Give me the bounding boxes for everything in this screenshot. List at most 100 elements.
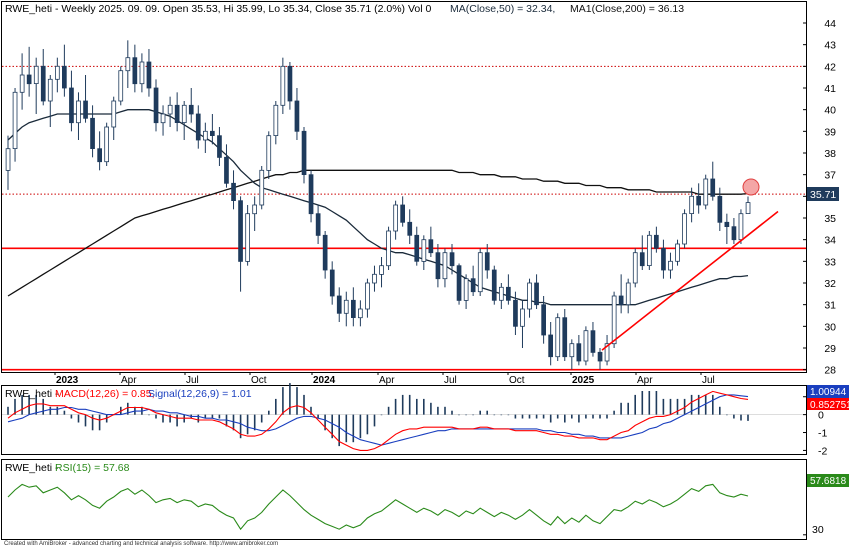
candle: [111, 96, 117, 140]
candle: [534, 274, 539, 309]
macd-histogram-bar: [712, 394, 714, 415]
uptrend-line: [601, 210, 779, 351]
candle-body: [386, 230, 391, 267]
macd-histogram-bar: [479, 410, 481, 415]
candle-body: [505, 286, 511, 301]
time-label: 2023: [56, 375, 79, 386]
candle-body: [400, 204, 406, 223]
candle: [745, 196, 751, 215]
macd-histogram-bar: [21, 394, 23, 415]
price-tick-label: 35: [824, 213, 836, 225]
candle: [379, 257, 384, 288]
macd-histogram-bar: [169, 414, 171, 423]
candle-body: [717, 195, 723, 223]
candle-body: [463, 278, 469, 301]
candle-body: [590, 330, 596, 353]
candle-body: [696, 195, 702, 206]
macd-histogram-bar: [7, 406, 9, 415]
candle-body: [639, 252, 645, 267]
candle: [456, 263, 462, 305]
candle-body: [449, 252, 455, 267]
macd-histogram-bar: [549, 414, 552, 423]
candle-body: [668, 260, 673, 271]
macd-histogram-bar: [56, 406, 59, 415]
macd-line: [7, 390, 749, 451]
candle: [555, 313, 561, 361]
price-axis: 4443424140393837363534333231302928: [803, 18, 836, 377]
candle: [625, 278, 631, 314]
candle: [146, 49, 152, 97]
candle-body: [576, 343, 582, 362]
macd-histogram-bar: [416, 398, 418, 415]
macd-histogram-bar: [423, 398, 425, 415]
time-label: Apr: [121, 375, 137, 386]
candle-body: [632, 252, 638, 284]
macd-histogram-bar: [42, 398, 44, 415]
candle: [527, 278, 532, 318]
candle-body: [146, 61, 152, 89]
candle: [569, 339, 575, 370]
candle: [90, 105, 95, 158]
candle-body: [47, 78, 53, 102]
signal-label: Signal(12,26,9) = 1.01: [148, 388, 252, 400]
candle: [372, 265, 377, 292]
candle: [139, 53, 145, 93]
macd-histogram-bar: [275, 398, 277, 415]
candle: [498, 283, 504, 309]
chart-title: RWE_heti - Weekly 2025. 09. 09. Open 35.…: [5, 3, 431, 15]
candle-body: [738, 213, 744, 241]
rsi-label: RSI(15) = 57.68: [55, 462, 130, 474]
candle: [661, 239, 666, 279]
candle: [55, 57, 60, 93]
macd-histogram-bar: [127, 402, 129, 415]
macd-tag-red: 0.852751: [810, 400, 850, 411]
macd-histogram-bar: [394, 398, 397, 415]
candle: [47, 75, 53, 127]
candle-body: [160, 113, 166, 124]
candle: [245, 205, 250, 266]
macd-label: MACD(12,26) = 0.85,: [55, 388, 155, 400]
macd-tag-blue: 1.00944: [810, 387, 847, 398]
trendline: [601, 210, 779, 351]
macd-histogram-bar: [740, 414, 742, 421]
candle-body: [435, 252, 441, 280]
rsi-line: [7, 483, 807, 536]
macd-histogram-bar: [77, 414, 80, 423]
candle: [33, 57, 39, 114]
candle: [195, 105, 201, 149]
last-price-value: 35.71: [810, 189, 836, 201]
candle: [477, 248, 483, 296]
candle: [83, 75, 88, 123]
macd-histogram-bar: [634, 394, 636, 415]
candle: [217, 127, 222, 166]
candle-body: [301, 130, 307, 176]
highlight-circle: [742, 178, 760, 196]
candle-body: [456, 265, 462, 301]
macd-histogram-bar: [14, 398, 16, 415]
candle: [675, 239, 680, 266]
candle: [104, 122, 109, 166]
candle-body: [618, 295, 624, 306]
macd-histogram-bar: [704, 394, 707, 415]
macd-histogram-bar: [585, 414, 587, 419]
candle-body: [414, 234, 420, 262]
candle-body: [104, 126, 109, 163]
macd-histogram-bar: [747, 414, 749, 421]
candle-body: [597, 351, 603, 362]
macd-tick-label: -2: [818, 445, 827, 457]
signal-line: [7, 394, 749, 446]
candle-body: [555, 317, 561, 358]
candle: [618, 274, 624, 314]
candle-body: [231, 182, 236, 202]
macd-histogram-bar: [451, 410, 453, 415]
candle-body: [294, 100, 300, 132]
candle-body: [118, 70, 124, 102]
candle: [329, 261, 335, 305]
candle: [231, 170, 236, 210]
candle: [724, 213, 730, 244]
candle: [407, 209, 413, 244]
candle-body: [689, 195, 695, 215]
macd-histogram-bar: [676, 398, 679, 415]
candle: [590, 322, 596, 357]
candle-body: [266, 135, 272, 171]
